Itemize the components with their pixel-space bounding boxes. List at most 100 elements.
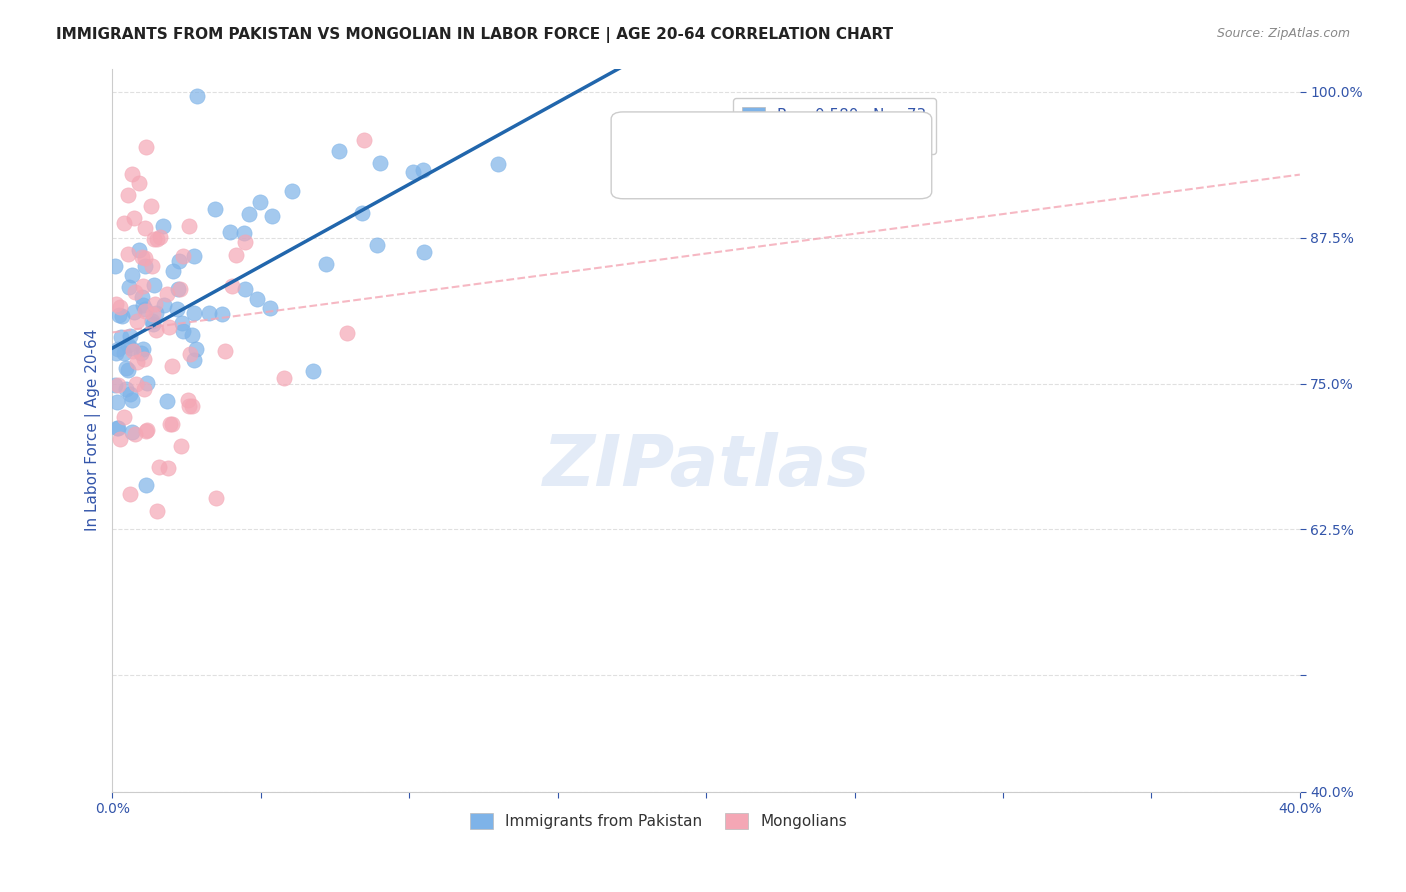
Mongolians xyxy=(141,199,163,213)
Mongolians xyxy=(124,285,146,300)
Immigrants from Pakistan xyxy=(122,304,145,318)
Immigrants from Pakistan xyxy=(110,329,132,343)
Text: ZIPatlas: ZIPatlas xyxy=(543,432,870,501)
Immigrants from Pakistan xyxy=(135,478,157,492)
Immigrants from Pakistan xyxy=(112,345,135,359)
Mongolians xyxy=(135,140,157,154)
Legend: Immigrants from Pakistan, Mongolians: Immigrants from Pakistan, Mongolians xyxy=(464,806,853,835)
Mongolians xyxy=(134,351,156,366)
Immigrants from Pakistan xyxy=(142,318,165,332)
Mongolians xyxy=(127,355,149,369)
Mongolians xyxy=(160,359,183,373)
Immigrants from Pakistan xyxy=(238,207,260,221)
Immigrants from Pakistan xyxy=(110,309,132,323)
Mongolians xyxy=(135,423,157,437)
Immigrants from Pakistan xyxy=(328,144,350,158)
Mongolians xyxy=(177,219,200,233)
Mongolians xyxy=(145,323,167,337)
Immigrants from Pakistan xyxy=(167,253,190,268)
Mongolians xyxy=(143,297,166,311)
Immigrants from Pakistan xyxy=(204,202,226,217)
Immigrants from Pakistan xyxy=(117,363,139,377)
Immigrants from Pakistan xyxy=(211,307,233,321)
Mongolians xyxy=(149,230,172,244)
Immigrants from Pakistan xyxy=(183,352,205,367)
Immigrants from Pakistan xyxy=(145,306,167,320)
Mongolians xyxy=(179,347,201,361)
Immigrants from Pakistan xyxy=(120,342,142,356)
Mongolians xyxy=(221,278,243,293)
Mongolians xyxy=(146,504,169,518)
Immigrants from Pakistan xyxy=(172,316,194,330)
Immigrants from Pakistan xyxy=(233,226,256,240)
Mongolians xyxy=(214,343,236,358)
Mongolians xyxy=(172,249,194,263)
Immigrants from Pakistan xyxy=(108,309,131,323)
Text: Source: ZipAtlas.com: Source: ZipAtlas.com xyxy=(1216,27,1350,40)
Mongolians xyxy=(177,399,200,413)
Mongolians xyxy=(156,286,179,301)
Immigrants from Pakistan xyxy=(118,279,141,293)
Mongolians xyxy=(181,399,204,413)
Immigrants from Pakistan xyxy=(183,250,205,264)
Text: IMMIGRANTS FROM PAKISTAN VS MONGOLIAN IN LABOR FORCE | AGE 20-64 CORRELATION CHA: IMMIGRANTS FROM PAKISTAN VS MONGOLIAN IN… xyxy=(56,27,893,43)
Immigrants from Pakistan xyxy=(114,382,136,396)
Y-axis label: In Labor Force | Age 20-64: In Labor Force | Age 20-64 xyxy=(86,329,101,532)
Immigrants from Pakistan xyxy=(198,306,221,320)
Mongolians xyxy=(233,235,256,249)
Mongolians xyxy=(128,176,150,190)
Immigrants from Pakistan xyxy=(246,292,269,306)
FancyBboxPatch shape xyxy=(612,112,932,199)
Mongolians xyxy=(159,417,181,431)
Immigrants from Pakistan xyxy=(105,395,128,409)
Immigrants from Pakistan xyxy=(104,346,127,360)
Immigrants from Pakistan xyxy=(107,421,129,435)
Mongolians xyxy=(117,247,139,261)
Mongolians xyxy=(134,251,156,265)
Mongolians xyxy=(141,260,163,274)
Immigrants from Pakistan xyxy=(183,306,205,320)
Mongolians xyxy=(108,433,131,447)
Mongolians xyxy=(124,426,146,441)
Mongolians xyxy=(142,232,165,246)
Immigrants from Pakistan xyxy=(486,157,509,171)
Immigrants from Pakistan xyxy=(218,225,240,239)
Immigrants from Pakistan xyxy=(132,343,155,357)
Immigrants from Pakistan xyxy=(181,328,204,343)
Mongolians xyxy=(160,417,183,431)
Immigrants from Pakistan xyxy=(131,290,153,304)
Mongolians xyxy=(112,410,135,425)
Mongolians xyxy=(157,320,180,334)
Mongolians xyxy=(134,383,156,397)
Immigrants from Pakistan xyxy=(107,343,129,357)
Mongolians xyxy=(117,188,139,202)
Immigrants from Pakistan xyxy=(120,387,142,401)
Immigrants from Pakistan xyxy=(121,268,143,283)
Mongolians xyxy=(157,461,180,475)
Immigrants from Pakistan xyxy=(166,301,188,316)
Immigrants from Pakistan xyxy=(121,392,143,407)
Mongolians xyxy=(169,282,191,296)
Mongolians xyxy=(134,220,156,235)
Mongolians xyxy=(105,297,128,311)
Immigrants from Pakistan xyxy=(401,165,423,179)
Mongolians xyxy=(177,392,200,407)
Immigrants from Pakistan xyxy=(132,298,155,312)
Immigrants from Pakistan xyxy=(186,89,208,103)
Mongolians xyxy=(336,326,359,340)
Mongolians xyxy=(108,300,131,314)
Immigrants from Pakistan xyxy=(105,421,128,435)
Immigrants from Pakistan xyxy=(143,277,166,292)
Mongolians xyxy=(134,304,156,318)
Immigrants from Pakistan xyxy=(302,364,325,378)
Mongolians xyxy=(118,487,141,501)
Immigrants from Pakistan xyxy=(370,156,392,170)
Immigrants from Pakistan xyxy=(162,263,184,277)
Mongolians xyxy=(131,278,153,293)
Mongolians xyxy=(107,377,129,392)
Immigrants from Pakistan xyxy=(259,301,281,315)
Immigrants from Pakistan xyxy=(129,345,152,359)
Immigrants from Pakistan xyxy=(172,324,194,338)
Mongolians xyxy=(122,344,145,359)
Immigrants from Pakistan xyxy=(366,237,388,252)
